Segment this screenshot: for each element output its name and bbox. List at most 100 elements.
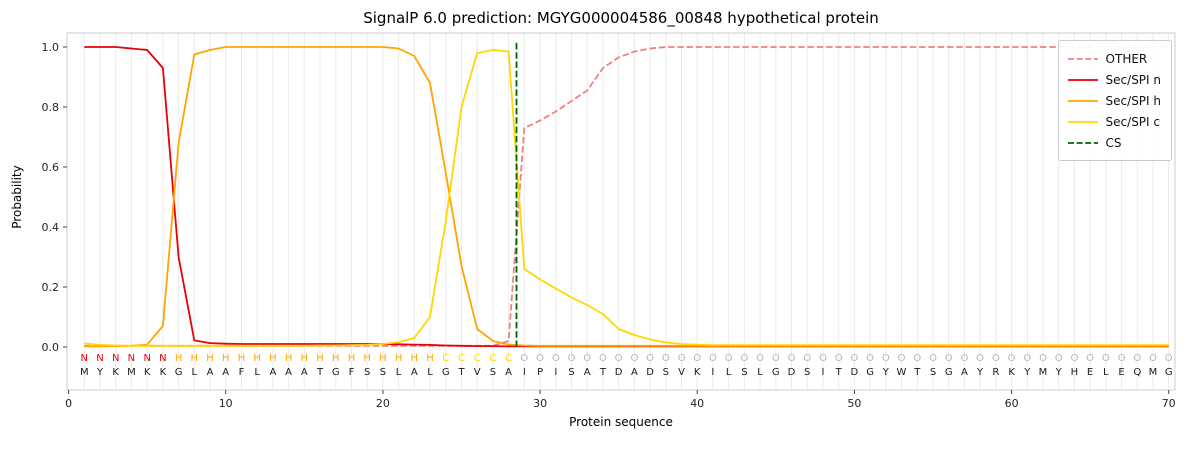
svg-text:K: K [160, 367, 167, 378]
svg-text:G: G [1165, 367, 1173, 378]
svg-text:O: O [725, 353, 733, 364]
svg-text:O: O [882, 353, 890, 364]
svg-text:Y: Y [96, 367, 104, 378]
svg-text:H: H [285, 353, 293, 364]
svg-text:L: L [396, 367, 402, 378]
svg-text:H: H [379, 353, 387, 364]
svg-text:0.0: 0.0 [42, 341, 60, 354]
svg-text:K: K [1008, 367, 1015, 378]
svg-text:A: A [411, 367, 418, 378]
svg-text:M: M [1039, 367, 1048, 378]
svg-text:N: N [81, 353, 88, 364]
svg-text:N: N [128, 353, 135, 364]
svg-text:S: S [930, 367, 936, 378]
svg-text:L: L [726, 367, 732, 378]
x-axis-ticks: 0 10 20 30 40 50 60 70 [65, 390, 1176, 410]
svg-text:20: 20 [376, 397, 390, 410]
svg-text:K: K [694, 367, 701, 378]
svg-text:C: C [474, 353, 481, 364]
svg-text:O: O [1008, 353, 1016, 364]
svg-text:H: H [269, 353, 277, 364]
svg-text:N: N [112, 353, 119, 364]
svg-text:Y: Y [976, 367, 984, 378]
svg-text:N: N [143, 353, 150, 364]
svg-text:S: S [663, 367, 669, 378]
svg-text:O: O [866, 353, 874, 364]
svg-text:I: I [554, 367, 557, 378]
svg-text:G: G [772, 367, 780, 378]
svg-text:0.8: 0.8 [42, 101, 60, 114]
svg-text:S: S [804, 367, 810, 378]
legend-item-cs: CS [1067, 132, 1161, 153]
svg-text:A: A [207, 367, 214, 378]
svg-text:O: O [945, 353, 953, 364]
svg-text:C: C [489, 353, 496, 364]
svg-text:D: D [851, 367, 859, 378]
svg-text:H: H [395, 353, 403, 364]
svg-text:O: O [819, 353, 827, 364]
svg-text:T: T [457, 367, 465, 378]
svg-text:O: O [756, 353, 764, 364]
svg-text:H: H [253, 353, 261, 364]
svg-text:G: G [442, 367, 450, 378]
legend-label-sec-spi-h: Sec/SPI h [1105, 93, 1161, 108]
svg-text:O: O [1102, 353, 1110, 364]
svg-text:A: A [222, 367, 229, 378]
svg-text:S: S [741, 367, 747, 378]
svg-text:L: L [757, 367, 763, 378]
svg-text:O: O [740, 353, 748, 364]
svg-text:H: H [175, 353, 183, 364]
legend-label-sec-spi-n: Sec/SPI n [1105, 72, 1161, 87]
svg-text:O: O [960, 353, 968, 364]
svg-text:H: H [363, 353, 371, 364]
legend-item-sec-spi-n: Sec/SPI n [1067, 69, 1161, 90]
svg-text:I: I [523, 367, 526, 378]
svg-text:C: C [442, 353, 449, 364]
svg-text:O: O [1149, 353, 1157, 364]
svg-text:A: A [584, 367, 591, 378]
svg-text:A: A [505, 367, 512, 378]
svg-text:M: M [127, 367, 136, 378]
svg-text:O: O [552, 353, 560, 364]
svg-text:0.2: 0.2 [42, 281, 60, 294]
svg-text:L: L [1103, 367, 1109, 378]
legend-label-other: OTHER [1105, 51, 1148, 66]
svg-text:O: O [976, 353, 984, 364]
svg-text:H: H [316, 353, 324, 364]
svg-text:O: O [1039, 353, 1047, 364]
svg-text:G: G [866, 367, 874, 378]
legend-item-sec-spi-h: Sec/SPI h [1067, 90, 1161, 111]
svg-text:40: 40 [690, 397, 704, 410]
svg-text:H: H [206, 353, 214, 364]
svg-text:L: L [254, 367, 260, 378]
svg-text:O: O [788, 353, 796, 364]
svg-text:Y: Y [1023, 367, 1031, 378]
svg-text:A: A [961, 367, 968, 378]
svg-text:V: V [678, 367, 685, 378]
svg-text:O: O [772, 353, 780, 364]
svg-text:O: O [992, 353, 1000, 364]
svg-text:Q: Q [1133, 367, 1141, 378]
legend-line-sample-sec-spi-h [1067, 99, 1098, 102]
svg-text:O: O [929, 353, 937, 364]
svg-text:O: O [1133, 353, 1141, 364]
svg-text:O: O [520, 353, 528, 364]
svg-text:Y: Y [882, 367, 890, 378]
svg-text:A: A [269, 367, 276, 378]
svg-text:O: O [599, 353, 607, 364]
svg-text:F: F [349, 367, 355, 378]
svg-text:0.4: 0.4 [42, 221, 60, 234]
legend-line-sample-cs [1067, 141, 1098, 144]
svg-text:O: O [709, 353, 717, 364]
svg-text:H: H [191, 353, 199, 364]
svg-text:G: G [945, 367, 953, 378]
svg-text:O: O [646, 353, 654, 364]
svg-text:O: O [568, 353, 576, 364]
svg-text:Y: Y [1055, 367, 1063, 378]
svg-text:S: S [568, 367, 574, 378]
svg-text:O: O [536, 353, 544, 364]
svg-text:O: O [583, 353, 591, 364]
legend-line-sample-sec-spi-n [1067, 78, 1098, 81]
svg-text:M: M [1149, 367, 1158, 378]
